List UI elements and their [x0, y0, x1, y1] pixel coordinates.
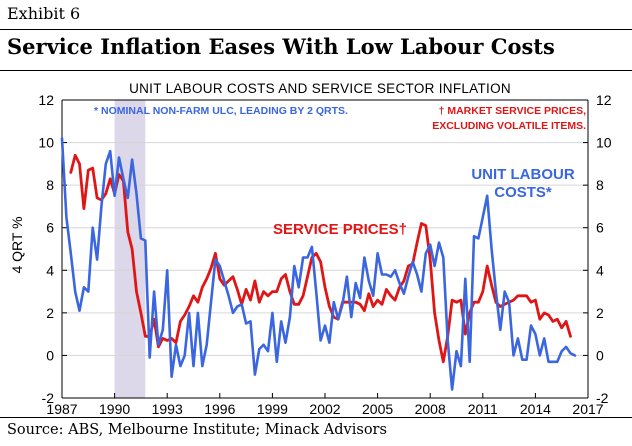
- y-tick-left-8: 8: [46, 177, 54, 193]
- y-tick-right-6: 6: [596, 220, 604, 236]
- x-tick-1993: 1993: [152, 401, 183, 417]
- y-tick-left-6: 6: [46, 220, 54, 236]
- y-tick-right-10: 10: [596, 135, 612, 151]
- service-prices-line: [69, 153, 572, 364]
- x-tick-1990: 1990: [99, 401, 130, 417]
- x-tick-1999: 1999: [257, 401, 288, 417]
- y-tick-left-2: 2: [46, 305, 54, 321]
- ulc-series-label-line1: UNIT LABOUR: [471, 166, 574, 183]
- page-title: Service Inflation Eases With Low Labour …: [7, 34, 555, 59]
- x-tick-2002: 2002: [309, 401, 340, 417]
- y-tick-left-12: 12: [38, 92, 54, 108]
- y-tick-right--2: -2: [596, 390, 609, 406]
- x-tick-2008: 2008: [415, 401, 446, 417]
- title-rule: [0, 70, 632, 71]
- ulc-note: * NOMINAL NON-FARM ULC, LEADING BY 2 QRT…: [94, 105, 348, 117]
- x-tick-1987: 1987: [46, 401, 77, 417]
- top-rule: [0, 29, 632, 30]
- y-tick-left--2: -2: [42, 390, 55, 406]
- y-tick-left-0: 0: [46, 347, 54, 363]
- chart-title: UNIT LABOUR COSTS AND SERVICE SECTOR INF…: [129, 81, 511, 96]
- y-tick-right-8: 8: [596, 177, 604, 193]
- unit-labour-costs-line: [60, 137, 577, 391]
- y-tick-right-12: 12: [596, 92, 612, 108]
- x-tick-2014: 2014: [520, 401, 551, 417]
- exhibit-label: Exhibit 6: [7, 4, 81, 23]
- y-tick-right-2: 2: [596, 305, 604, 321]
- service-series-label: SERVICE PRICES†: [273, 221, 407, 238]
- x-tick-2017: 2017: [572, 401, 603, 417]
- y-tick-left-10: 10: [38, 135, 54, 151]
- y-tick-right-0: 0: [596, 347, 604, 363]
- source-rule: [0, 417, 632, 418]
- recession-shading: [114, 100, 146, 398]
- x-tick-2005: 2005: [362, 401, 393, 417]
- service-note-line2: EXCLUDING VOLATILE ITEMS.: [432, 120, 586, 132]
- ulc-series-label-line2: COSTS*: [494, 184, 552, 201]
- y-tick-left-4: 4: [46, 262, 54, 278]
- x-tick-2011: 2011: [468, 401, 498, 417]
- x-tick-1996: 1996: [204, 401, 235, 417]
- service-note-line1: † MARKET SERVICE PRICES,: [439, 105, 587, 117]
- source-note: Source: ABS, Melbourne Institute; Minack…: [7, 422, 387, 438]
- y-axis-label: 4 QRT %: [9, 216, 25, 273]
- y-tick-right-4: 4: [596, 262, 604, 278]
